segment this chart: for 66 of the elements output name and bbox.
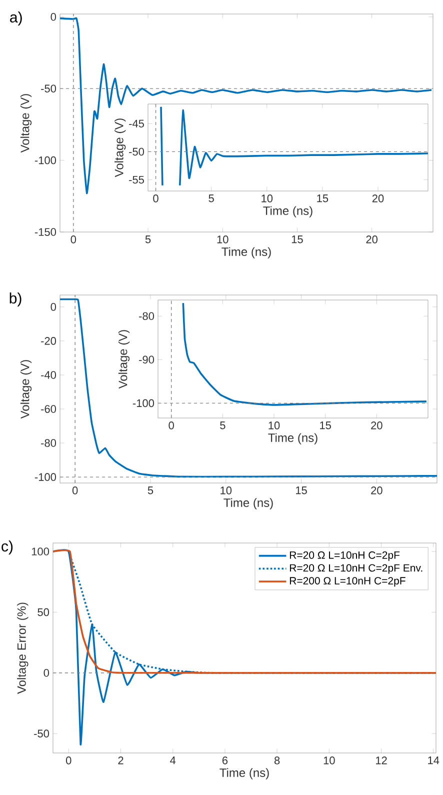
- x-tick-label: 20: [371, 422, 382, 430]
- y-tick-label: -45: [129, 120, 144, 128]
- x-tick-label: 20: [372, 194, 384, 202]
- line-series: [60, 17, 432, 194]
- y-tick-label: -100: [34, 473, 56, 481]
- y-tick-label: -20: [41, 337, 56, 345]
- y-tick-label: 0: [44, 668, 50, 677]
- x-tick-label: 20: [366, 236, 378, 244]
- x-tick-label: 10: [268, 422, 280, 430]
- y-tick-label: -50: [129, 148, 144, 156]
- y-tick-label: -90: [139, 356, 154, 364]
- x-tick-label: 4: [170, 756, 176, 764]
- x-tick-label: 15: [296, 486, 307, 494]
- x-tick-label: 20: [371, 486, 382, 494]
- x-axis-title: Time (ns): [224, 498, 273, 510]
- legend-label: R=20 Ω L=10nH C=2pF: [290, 551, 400, 561]
- x-tick-label: 10: [324, 756, 335, 764]
- x-tick-label: 5: [148, 486, 154, 494]
- y-tick-label: -150: [34, 228, 56, 236]
- y-tick-label: 100: [32, 548, 50, 556]
- x-tick-label: 10: [220, 486, 232, 494]
- x-tick-label: 10: [217, 236, 228, 244]
- y-tick-label: 0: [50, 303, 56, 311]
- x-tick-label: 0: [66, 756, 72, 764]
- y-tick-label: -50: [41, 84, 56, 92]
- legend-label: R=200 Ω L=10nH C=2pF: [290, 577, 406, 587]
- legend-label: R=20 Ω L=10nH C=2pF Env.: [290, 564, 422, 574]
- y-tick-label: -80: [139, 312, 154, 320]
- x-tick-label: 14: [428, 756, 440, 764]
- y-tick-label: 50: [38, 608, 50, 616]
- x-tick-label: 15: [317, 194, 328, 202]
- y-axis-title: Voltage (V): [20, 360, 32, 419]
- y-axis-title: Voltage (V): [118, 330, 130, 389]
- y-tick-label: -100: [132, 399, 154, 408]
- x-tick-label: 2: [118, 756, 124, 764]
- x-tick-label: 10: [262, 194, 273, 202]
- y-axis-title: Voltage (V): [20, 94, 32, 153]
- x-axis-title: Time (ns): [220, 768, 269, 780]
- y-axis-title: Voltage (V): [114, 118, 126, 178]
- y-tick-label: -55: [129, 176, 144, 184]
- x-tick-label: 0: [168, 422, 174, 430]
- y-tick-label: -40: [41, 371, 56, 379]
- y-tick-label: -80: [41, 439, 56, 447]
- x-tick-label: 5: [145, 236, 151, 244]
- x-tick-label: 0: [72, 486, 78, 494]
- x-tick-label: 5: [208, 194, 214, 202]
- y-tick-label: -60: [41, 405, 56, 413]
- x-tick-label: 8: [274, 756, 280, 764]
- x-tick-label: 15: [320, 422, 331, 430]
- y-axis-title: Voltage Error (%): [17, 602, 28, 694]
- x-tick-label: 0: [70, 236, 76, 244]
- chart-title: c): [2, 540, 13, 554]
- y-tick-label: 0: [50, 12, 56, 21]
- x-tick-label: 15: [292, 236, 303, 244]
- x-axis-title: Time (ns): [268, 433, 318, 444]
- x-tick-label: 6: [222, 756, 228, 764]
- x-axis-title: Time (ns): [222, 247, 271, 258]
- x-tick-label: 5: [220, 422, 226, 430]
- chart-title: b): [10, 292, 22, 307]
- x-axis-title: Time (ns): [263, 206, 312, 218]
- line-series: [60, 298, 437, 478]
- line-series: [182, 302, 428, 406]
- y-tick-label: -50: [34, 730, 50, 738]
- chart-title: a): [10, 12, 22, 26]
- y-tick-label: -100: [34, 156, 56, 164]
- x-tick-label: 12: [376, 756, 387, 764]
